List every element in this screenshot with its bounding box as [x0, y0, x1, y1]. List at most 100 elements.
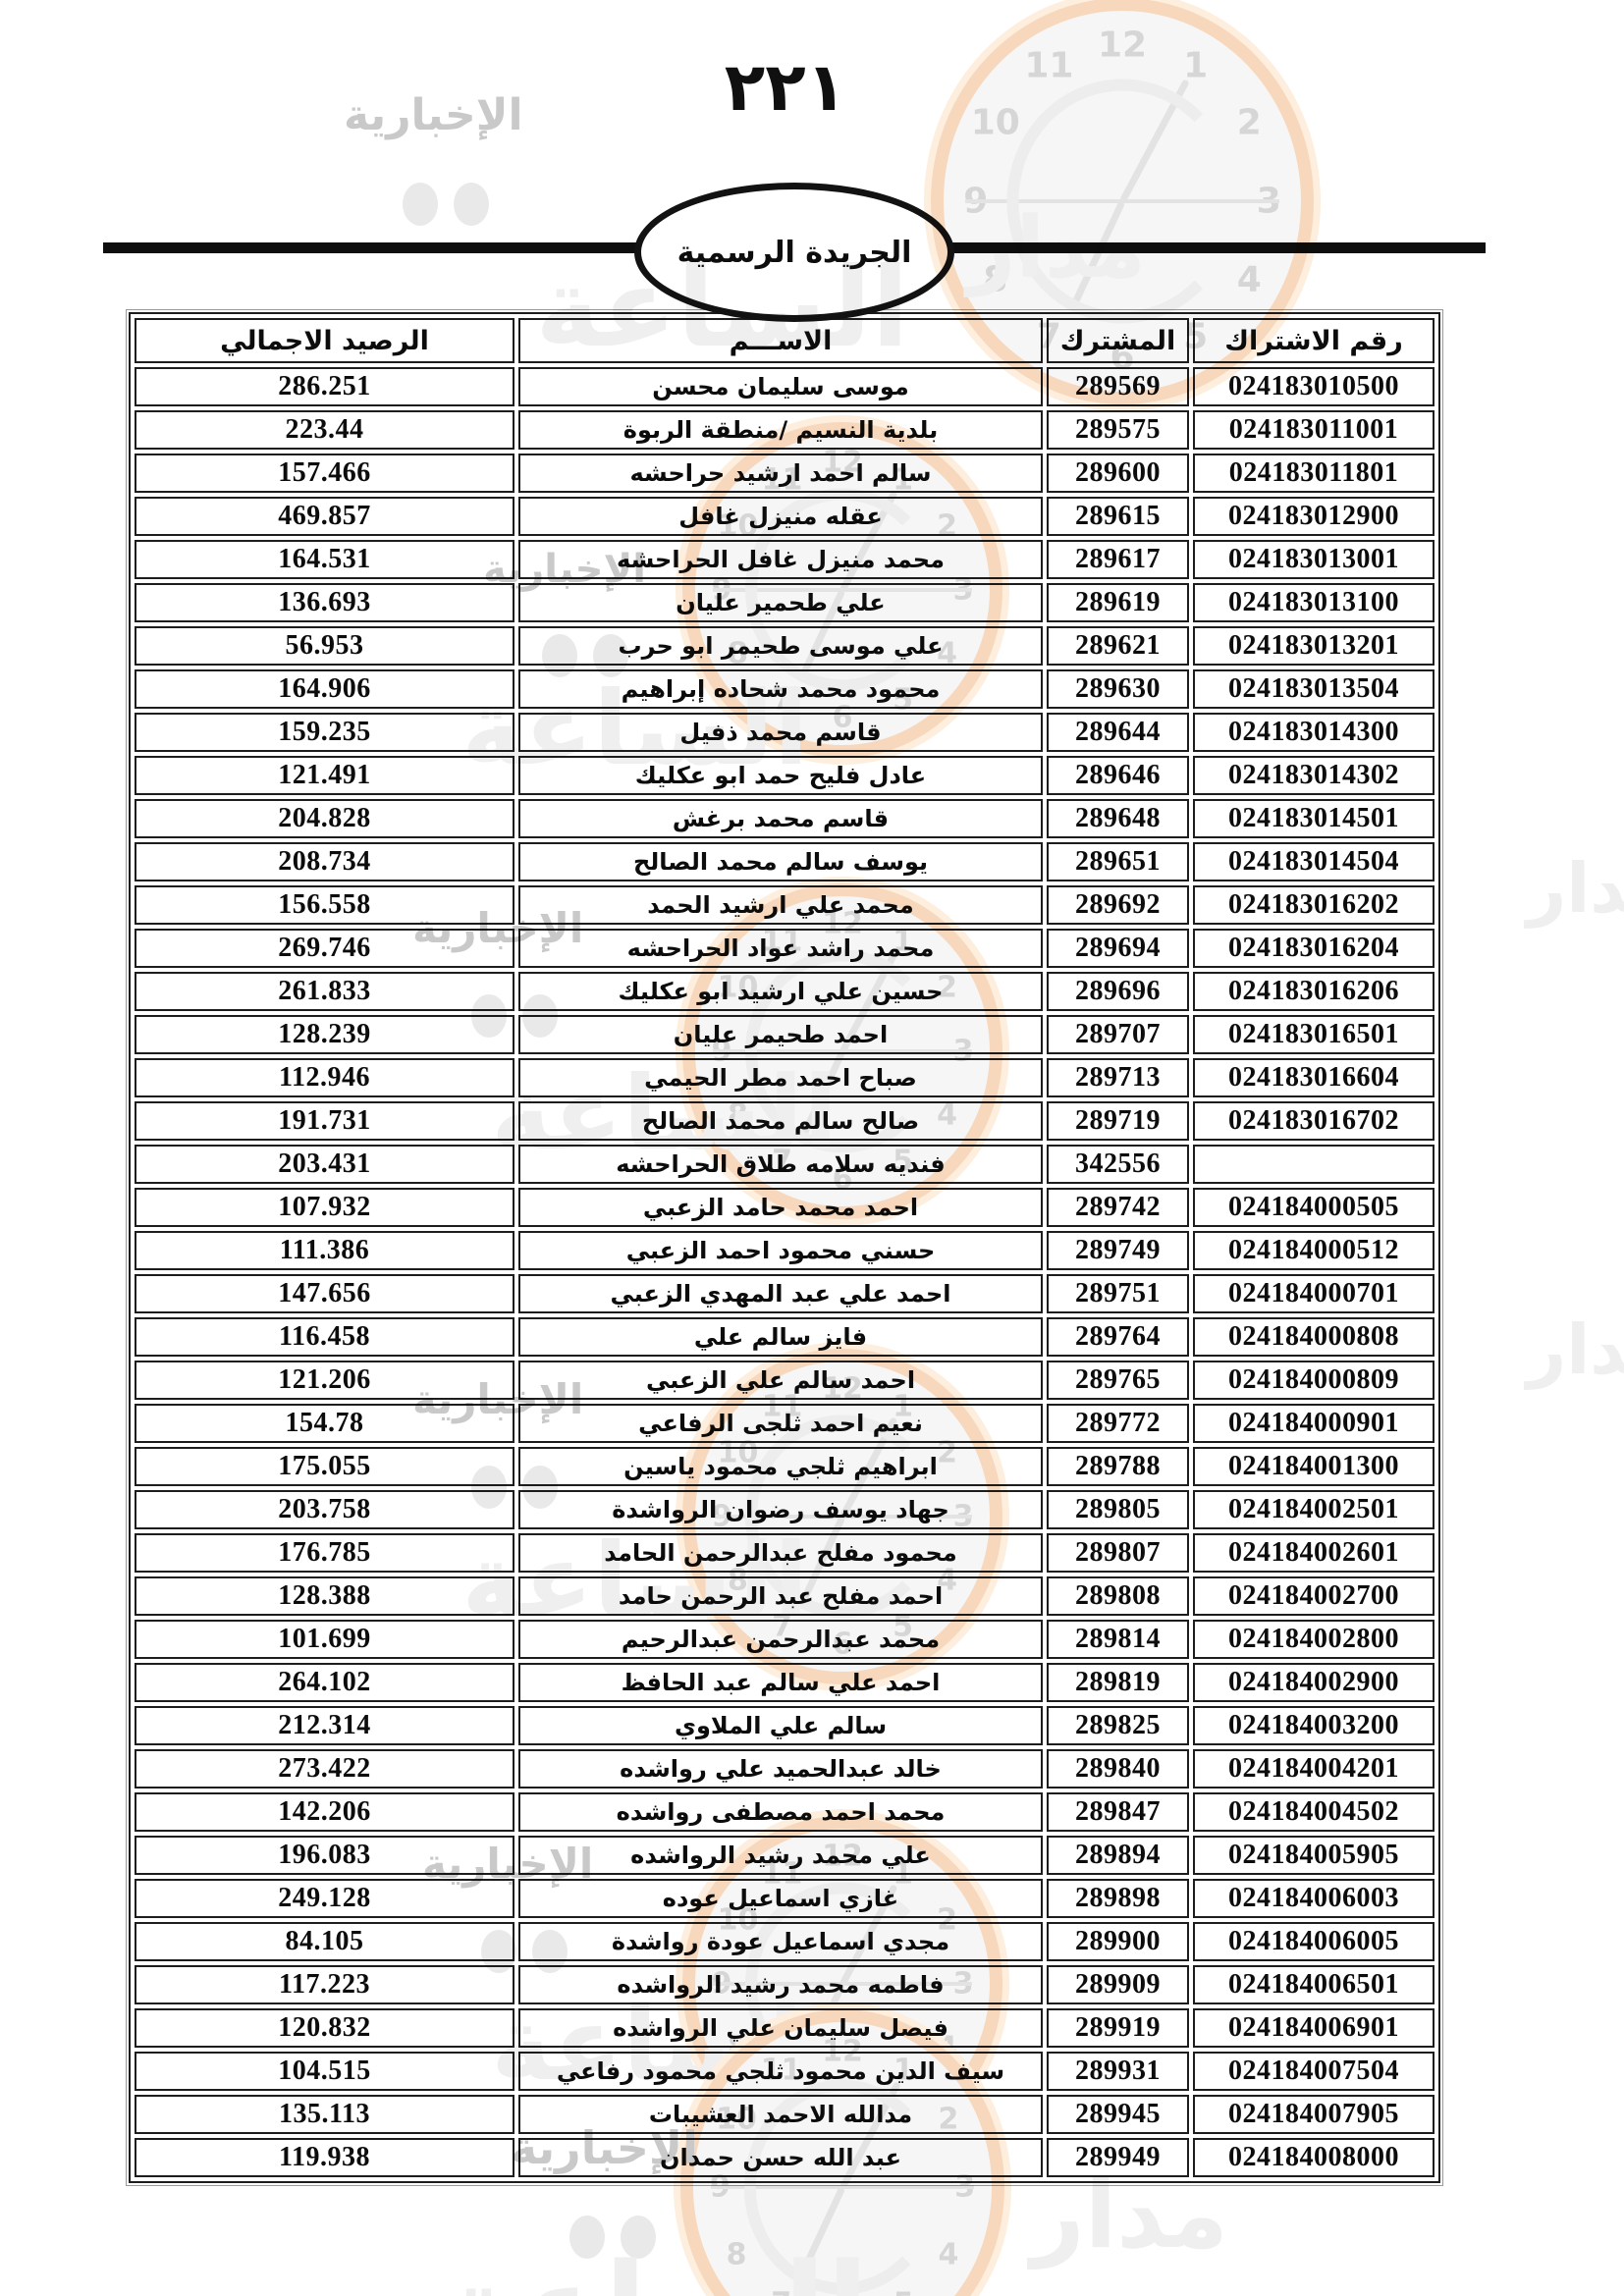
table-row: 024184006003 289898 غازي اسماعيل عوده 249.1… — [135, 1879, 1435, 1918]
cell-balance: 264.102 — [135, 1663, 514, 1702]
cell-subscription-no: 024183013100 — [1193, 583, 1435, 622]
cell-subscriber: 289931 — [1047, 2052, 1189, 2091]
cell-name: احمد مفلح عبد الرحمن حامد — [518, 1576, 1043, 1616]
table-row: 024184000808 289764 فايز سالم علي 116.458 — [135, 1317, 1435, 1357]
col-header-subscription-no: رقم الاشتراك — [1193, 318, 1435, 363]
cell-subscriber: 289949 — [1047, 2138, 1189, 2177]
cell-balance: 142.206 — [135, 1792, 514, 1832]
table-row: 024184004502 289847 محمد احمد مصطفى رواشده… — [135, 1792, 1435, 1832]
table-row: 024184006901 289919 فيصل سليمان علي الرواش… — [135, 2008, 1435, 2048]
cell-balance: 249.128 — [135, 1879, 514, 1918]
table-row: 024183011001 289575 بلدية النسيم /منطقة ال… — [135, 410, 1435, 450]
cell-subscription-no: 024183014501 — [1193, 799, 1435, 838]
col-header-total-balance: الرصيد الاجمالي — [135, 318, 514, 363]
cell-subscriber: 289894 — [1047, 1836, 1189, 1875]
watermark-clock-numeral: 5 — [893, 2287, 914, 2296]
table-row: 024184003200 289825 سالم علي الملاوي 212.31… — [135, 1706, 1435, 1745]
cell-name: خالد عبدالحميد علي رواشده — [518, 1749, 1043, 1789]
cell-balance: 117.223 — [135, 1965, 514, 2004]
cell-balance: 128.388 — [135, 1576, 514, 1616]
cell-name: حسين علي ارشيد ابو عكليك — [518, 972, 1043, 1011]
cell-balance: 157.466 — [135, 454, 514, 493]
watermark-clock-numeral: 4 — [938, 2237, 959, 2272]
cell-name: احمد علي عبد المهدي الزعبي — [518, 1274, 1043, 1313]
cell-subscriber: 289764 — [1047, 1317, 1189, 1357]
table-row: 024184006005 289900 مجدي اسماعيل عودة رواش… — [135, 1922, 1435, 1961]
cell-name: علي موسى طحيمر ابو حرب — [518, 626, 1043, 666]
cell-name: عقله منيزل غافل — [518, 497, 1043, 536]
table-body: 024183010500 289569 موسى سليمان محسن 286.25… — [135, 367, 1435, 2177]
cell-subscriber: 289619 — [1047, 583, 1189, 622]
watermark-clock-hand — [1069, 200, 1126, 310]
watermark-clock-numeral: 2 — [1236, 102, 1262, 143]
table-row: 024183010500 289569 موسى سليمان محسن 286.25… — [135, 367, 1435, 406]
cell-name: محمد راشد عواد الحراحشه — [518, 929, 1043, 968]
cell-subscriber: 289575 — [1047, 410, 1189, 450]
gazette-title: الجريدة الرسمية — [677, 235, 912, 270]
watermark-clock-numeral: 9 — [963, 181, 989, 222]
cell-name: محمد منيزل غافل الحراحشه — [518, 540, 1043, 579]
table-row: 024183014300 289644 قاسم محمد ذفيل 159.235 — [135, 713, 1435, 752]
table-row: 024183016202 289692 محمد علي ارشيد الحمد 15… — [135, 885, 1435, 925]
cell-balance: 212.314 — [135, 1706, 514, 1745]
watermark-clock-numeral: 4 — [1236, 259, 1262, 300]
table-row: 024183013504 289630 محمود محمد شحاده إبراه… — [135, 669, 1435, 709]
cell-subscriber: 289900 — [1047, 1922, 1189, 1961]
cell-subscription-no: 024183012900 — [1193, 497, 1435, 536]
cell-balance: 135.113 — [135, 2095, 514, 2134]
watermark-brand-alsaaa: الساعة — [442, 2248, 869, 2296]
cell-subscriber: 289751 — [1047, 1274, 1189, 1313]
cell-balance: 208.734 — [135, 842, 514, 881]
table-row: 024184008000 289949 عبد الله حسن حمدان 119.… — [135, 2138, 1435, 2177]
cell-subscription-no: 024184002800 — [1193, 1620, 1435, 1659]
cell-subscriber: 289814 — [1047, 1620, 1189, 1659]
cell-balance: 196.083 — [135, 1836, 514, 1875]
cell-balance: 156.558 — [135, 885, 514, 925]
table-row: 024184000701 289751 احمد علي عبد المهدي ال… — [135, 1274, 1435, 1313]
table-row: 024183012900 289615 عقله منيزل غافل 469.857 — [135, 497, 1435, 536]
watermark-brand-madar: مدار — [1031, 2162, 1228, 2269]
cell-balance: 191.731 — [135, 1101, 514, 1141]
cell-subscriber: 289600 — [1047, 454, 1189, 493]
watermark-clock-numeral: 8 — [983, 259, 1008, 300]
cell-balance: 128.239 — [135, 1015, 514, 1054]
cell-balance: 223.44 — [135, 410, 514, 450]
table-row: 024183016501 289707 احمد طحيمر عليان 128.23… — [135, 1015, 1435, 1054]
watermark-brand-madar: مدار — [1527, 848, 1624, 929]
cell-subscription-no: 024183011001 — [1193, 410, 1435, 450]
cell-name: مدالله الاحمد العشيبات — [518, 2095, 1043, 2134]
cell-subscription-no: 024184006005 — [1193, 1922, 1435, 1961]
cell-subscription-no: 024184000809 — [1193, 1361, 1435, 1400]
cell-subscriber: 289694 — [1047, 929, 1189, 968]
table-row: 024184002900 289819 احمد علي سالم عبد الحا… — [135, 1663, 1435, 1702]
masthead-oval: الجريدة الرسمية — [634, 183, 954, 322]
watermark-brand-madar: مدار — [1527, 1309, 1624, 1390]
cell-subscription-no: 024184006901 — [1193, 2008, 1435, 2048]
cell-subscriber: 289713 — [1047, 1058, 1189, 1097]
page-number: ٢٢١ — [724, 49, 847, 127]
cell-name: قاسم محمد ذفيل — [518, 713, 1043, 752]
cell-subscription-no: 024184000701 — [1193, 1274, 1435, 1313]
watermark-clock-numeral: 3 — [1256, 181, 1281, 222]
table-row: 024183013100 289619 علي طحمير عليان 136.693 — [135, 583, 1435, 622]
table-row: 024184006501 289909 فاطمه محمد رشيد الرواش… — [135, 1965, 1435, 2004]
cell-subscriber: 289749 — [1047, 1231, 1189, 1270]
cell-balance: 164.531 — [135, 540, 514, 579]
table-row: 024183014501 289648 قاسم محمد برغش 204.828 — [135, 799, 1435, 838]
cell-subscription-no: 024183016702 — [1193, 1101, 1435, 1141]
cell-balance: 119.938 — [135, 2138, 514, 2177]
cell-name: محمود محمد شحاده إبراهيم — [518, 669, 1043, 709]
cell-balance: 101.699 — [135, 1620, 514, 1659]
watermark-clock-axis — [964, 199, 1280, 203]
table-row: 024184005905 289894 علي محمد رشيد الرواشده… — [135, 1836, 1435, 1875]
cell-name: قاسم محمد برغش — [518, 799, 1043, 838]
table-row: 024183016604 289713 صباح احمد مطر الحيمي 11… — [135, 1058, 1435, 1097]
cell-name: حسني محمود احمد الزعبي — [518, 1231, 1043, 1270]
cell-balance: 112.946 — [135, 1058, 514, 1097]
cell-subscriber: 289819 — [1047, 1663, 1189, 1702]
table-row: 024184002601 289807 محمود مفلح عبدالرحمن ا… — [135, 1533, 1435, 1573]
cell-name: صباح احمد مطر الحيمي — [518, 1058, 1043, 1097]
cell-subscriber: 289788 — [1047, 1447, 1189, 1486]
cell-subscription-no: 024184006501 — [1193, 1965, 1435, 2004]
